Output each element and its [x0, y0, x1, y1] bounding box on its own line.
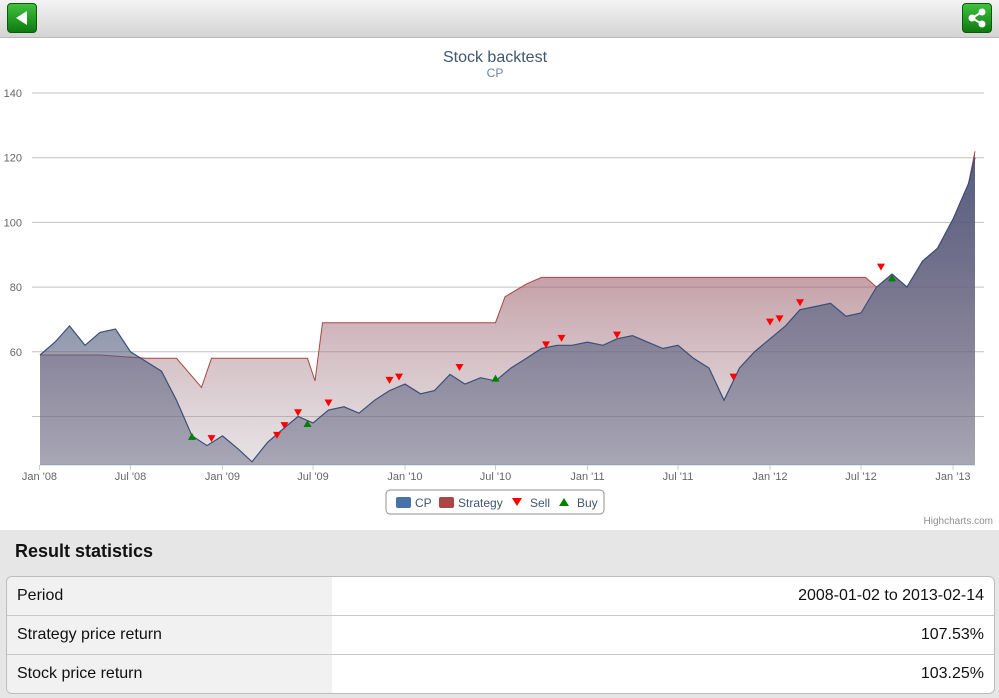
- sell-marker[interactable]: [280, 422, 289, 430]
- cp-area: [40, 157, 975, 465]
- share-icon: [968, 8, 986, 28]
- top-toolbar: [0, 0, 999, 38]
- x-tick-label: Jan '09: [205, 471, 240, 483]
- x-tick-label: Jul '11: [663, 471, 694, 483]
- legend-label-sell[interactable]: Sell: [530, 496, 550, 510]
- sell-marker[interactable]: [775, 315, 784, 323]
- back-arrow-icon: [16, 11, 27, 25]
- chart-credit[interactable]: Highcharts.com: [923, 516, 993, 527]
- legend-swatch-cp: [396, 497, 411, 508]
- sell-marker[interactable]: [207, 435, 216, 443]
- stats-label: Stock price return: [7, 655, 332, 693]
- stats-value: 107.53%: [920, 626, 984, 643]
- x-tick-label: Jan '12: [752, 471, 787, 483]
- back-button[interactable]: [7, 3, 37, 33]
- sell-marker[interactable]: [877, 263, 885, 271]
- legend-label-strategy[interactable]: Strategy: [458, 496, 503, 510]
- stats-value: 2008-01-02 to 2013-02-14: [798, 587, 984, 604]
- x-tick-label: Jul '10: [480, 471, 511, 483]
- sell-marker[interactable]: [324, 399, 333, 407]
- sell-marker[interactable]: [395, 373, 403, 381]
- legend-swatch-strategy: [439, 497, 454, 508]
- sell-marker[interactable]: [729, 373, 738, 381]
- stats-value: 103.25%: [920, 665, 984, 682]
- stats-row-period: Period 2008-01-02 to 2013-02-14: [7, 577, 994, 615]
- x-tick-label: Jan '11: [570, 471, 604, 483]
- y-tick-label: 60: [10, 347, 22, 359]
- buy-marker[interactable]: [491, 374, 500, 382]
- sell-marker[interactable]: [613, 331, 621, 339]
- stats-title: Result statistics: [15, 541, 154, 561]
- sell-marker[interactable]: [273, 431, 281, 439]
- chart-subtitle: CP: [487, 66, 504, 80]
- stats-label: Period: [7, 577, 332, 615]
- x-tick-label: Jul '09: [297, 471, 328, 483]
- x-tick-label: Jan '13: [935, 471, 970, 483]
- sell-marker[interactable]: [385, 376, 394, 384]
- buy-marker[interactable]: [888, 274, 896, 282]
- sell-marker[interactable]: [796, 299, 804, 307]
- stock-backtest-chart: 60 80 100 120 140 Jan '08 Jul '08 Jan '09 Jul '0…: [4, 49, 984, 515]
- sell-marker[interactable]: [766, 318, 774, 326]
- y-tick-label: 80: [10, 282, 22, 294]
- sell-marker[interactable]: [542, 341, 550, 349]
- y-tick-label: 120: [4, 153, 22, 165]
- sell-marker[interactable]: [557, 334, 566, 342]
- share-button[interactable]: [962, 3, 992, 33]
- stats-row-stock-return: Stock price return 103.25%: [7, 654, 994, 693]
- buy-marker[interactable]: [303, 419, 312, 427]
- y-tick-label: 140: [4, 88, 22, 100]
- legend-label-buy[interactable]: Buy: [577, 496, 598, 510]
- buy-marker[interactable]: [188, 432, 196, 440]
- x-tick-label: Jul '08: [115, 471, 146, 483]
- x-tick-label: Jul '12: [845, 471, 876, 483]
- sell-marker[interactable]: [294, 409, 302, 417]
- stats-table: Period 2008-01-02 to 2013-02-14 Strategy…: [6, 576, 995, 694]
- chart-legend: CP Strategy Sell Buy: [385, 489, 605, 515]
- chart-title: Stock backtest: [443, 49, 548, 66]
- x-tick-label: Jan '08: [22, 471, 57, 483]
- legend-label-cp[interactable]: CP: [415, 496, 432, 510]
- stats-label: Strategy price return: [7, 616, 332, 654]
- chart-container: 60 80 100 120 140 Jan '08 Jul '08 Jan '09 Jul '0…: [0, 38, 999, 530]
- x-tick-label: Jan '10: [387, 471, 422, 483]
- y-tick-label: 100: [4, 217, 22, 229]
- legend-sell-icon: [512, 498, 522, 506]
- result-statistics-panel: Result statistics Period 2008-01-02 to 2…: [0, 530, 999, 698]
- cp-line: [39, 157, 976, 463]
- legend-buy-icon: [559, 498, 569, 506]
- stats-row-strategy-return: Strategy price return 107.53%: [7, 615, 994, 654]
- sell-marker[interactable]: [455, 363, 464, 371]
